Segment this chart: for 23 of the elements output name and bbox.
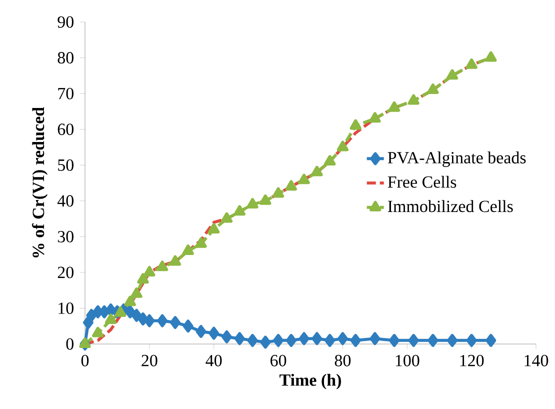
y-tick-label: 30 bbox=[58, 230, 74, 242]
y-tick-label: 0 bbox=[66, 338, 74, 350]
y-tick-label: 20 bbox=[58, 266, 74, 278]
legend-label: PVA-Alginate beads bbox=[388, 151, 526, 167]
y-axis-title: % of Cr(VI) reduced bbox=[32, 107, 48, 258]
x-tick-label: 20 bbox=[142, 354, 158, 366]
x-tick-label: 80 bbox=[334, 354, 351, 366]
y-tick-label: 90 bbox=[58, 16, 74, 28]
x-tick-label: 60 bbox=[270, 354, 286, 366]
y-tick-label: 40 bbox=[57, 195, 74, 207]
y-tick-label: 80 bbox=[58, 52, 74, 64]
y-tick-label: 60 bbox=[58, 124, 74, 136]
x-tick-label: 40 bbox=[206, 354, 222, 366]
y-tick-label: 10 bbox=[58, 302, 74, 314]
y-tick-label: 70 bbox=[58, 88, 74, 100]
x-tick-label: 140 bbox=[524, 354, 548, 366]
x-axis-title: Time (h) bbox=[280, 374, 341, 390]
y-tick-label: 50 bbox=[58, 159, 74, 171]
x-tick-label: 0 bbox=[81, 354, 89, 366]
legend-label: Free Cells bbox=[388, 176, 456, 188]
x-tick-label: 100 bbox=[396, 354, 420, 366]
legend-label: Immobilized Cells bbox=[388, 200, 513, 212]
x-tick-label: 120 bbox=[460, 354, 484, 366]
